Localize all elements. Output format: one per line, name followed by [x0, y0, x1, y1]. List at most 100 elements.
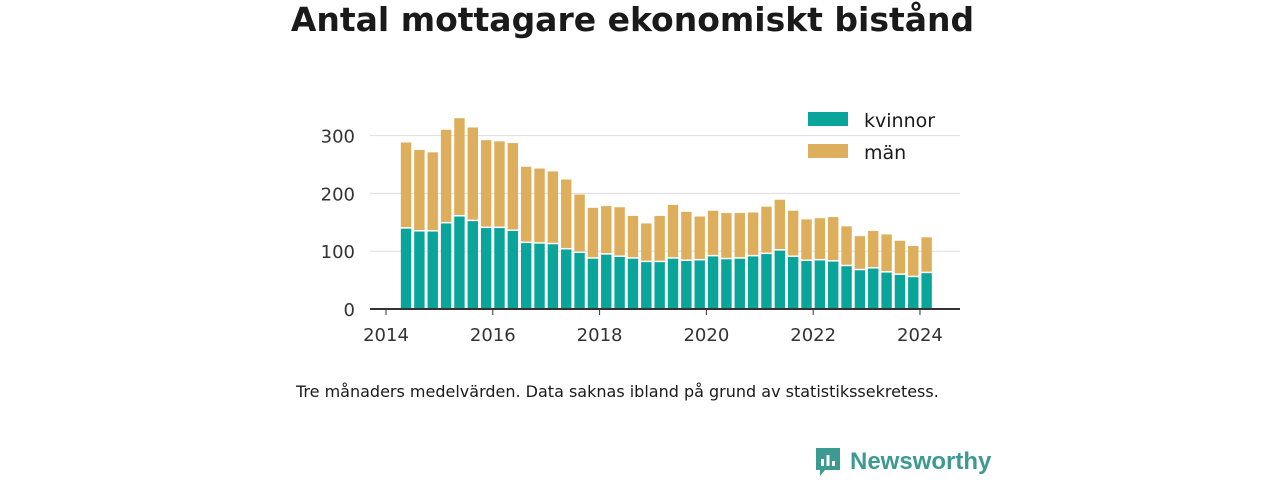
- bar-kvinnor: [534, 243, 545, 309]
- bar-man: [894, 240, 906, 274]
- bar-man: [787, 210, 799, 256]
- bar-man: [747, 212, 759, 255]
- bar-kvinnor: [921, 273, 932, 309]
- bar-kvinnor: [721, 259, 732, 309]
- bar-kvinnor: [787, 256, 799, 309]
- bar-man: [654, 215, 665, 261]
- brand-name: Newsworthy: [850, 448, 992, 475]
- bar-kvinnor: [494, 228, 505, 309]
- bar-man: [561, 179, 572, 248]
- bar-man: [707, 210, 719, 255]
- bar-kvinnor: [614, 256, 625, 309]
- bar-man: [454, 118, 465, 215]
- bar-man: [520, 166, 532, 242]
- bar-kvinnor: [520, 243, 532, 309]
- footnote: Tre månaders medelvärden. Data saknas ib…: [296, 382, 939, 401]
- bar-kvinnor: [801, 261, 812, 309]
- bar-man: [440, 129, 452, 222]
- bar-man: [721, 213, 732, 258]
- bar-kvinnor: [414, 231, 425, 309]
- x-tick-label: 2020: [683, 325, 729, 346]
- x-tick-label: 2016: [470, 325, 516, 346]
- bar-kvinnor: [440, 223, 452, 309]
- legend-swatch-kvinnor: [808, 112, 848, 126]
- bar-man: [414, 150, 425, 231]
- bar-kvinnor: [601, 254, 612, 309]
- bar-kvinnor: [681, 261, 692, 309]
- x-axis-ticks: 2014 2016 2018 2020 2022 2024: [363, 309, 943, 346]
- bar-man: [601, 206, 612, 254]
- bar-man: [427, 152, 438, 231]
- bar-man: [921, 237, 932, 272]
- bar-man: [480, 140, 492, 227]
- bar-kvinnor: [908, 277, 919, 309]
- bar-kvinnor: [868, 268, 879, 309]
- bar-man: [587, 207, 599, 258]
- x-tick-label: 2014: [363, 325, 409, 346]
- y-tick-label: 0: [344, 300, 355, 321]
- bar-kvinnor: [827, 261, 839, 309]
- bar-man: [614, 207, 625, 256]
- bar-kvinnor: [654, 262, 665, 309]
- bar-kvinnor: [814, 260, 826, 309]
- bar-kvinnor: [747, 256, 759, 309]
- bar-kvinnor: [881, 272, 892, 309]
- bar-man: [841, 226, 852, 265]
- bar-man: [827, 217, 839, 261]
- bar-kvinnor: [667, 258, 679, 309]
- y-tick-label: 100: [321, 242, 355, 263]
- bar-man: [534, 168, 545, 243]
- bars: [400, 118, 932, 310]
- bar-kvinnor: [507, 230, 519, 309]
- bar-man: [667, 204, 679, 258]
- bar-man: [400, 142, 412, 228]
- bar-man: [814, 218, 826, 259]
- bar-kvinnor: [761, 254, 772, 309]
- bar-kvinnor: [400, 228, 412, 309]
- bar-kvinnor: [841, 266, 852, 309]
- x-tick-label: 2022: [790, 325, 836, 346]
- bar-kvinnor: [587, 258, 599, 309]
- legend: kvinnor män: [808, 110, 935, 164]
- bar-man: [801, 219, 812, 260]
- bar-man: [881, 234, 892, 272]
- legend-label-man: män: [864, 142, 906, 164]
- bar-man: [574, 194, 585, 252]
- bar-man: [641, 223, 652, 261]
- bar-man: [774, 199, 785, 250]
- newsworthy-logo-icon: [816, 448, 840, 476]
- brand: Newsworthy: [814, 446, 991, 478]
- bar-man: [507, 143, 519, 230]
- legend-swatch-man: [808, 144, 848, 158]
- bar-kvinnor: [574, 252, 585, 309]
- bar-man: [681, 211, 692, 260]
- y-axis-ticks: 0 100 200 300: [321, 127, 355, 321]
- bar-kvinnor: [641, 262, 652, 309]
- bar-man: [547, 171, 559, 243]
- bar-man: [494, 141, 505, 227]
- bar-kvinnor: [627, 258, 639, 309]
- bar-man: [694, 216, 705, 259]
- bar-man: [627, 215, 639, 258]
- bar-kvinnor: [467, 221, 478, 310]
- bar-kvinnor: [480, 228, 492, 309]
- bar-man: [734, 213, 745, 258]
- x-tick-label: 2018: [577, 325, 623, 346]
- bar-man: [908, 245, 919, 276]
- bar-kvinnor: [454, 216, 465, 309]
- y-tick-label: 200: [321, 184, 355, 205]
- bar-man: [868, 230, 879, 268]
- bar-kvinnor: [694, 260, 705, 309]
- bar-kvinnor: [561, 249, 572, 309]
- x-tick-label: 2024: [897, 325, 943, 346]
- bar-man: [467, 127, 478, 220]
- y-tick-label: 300: [321, 127, 355, 148]
- bar-kvinnor: [547, 244, 559, 309]
- bar-man: [854, 236, 866, 269]
- bar-kvinnor: [734, 258, 745, 309]
- bar-kvinnor: [427, 231, 438, 309]
- bar-kvinnor: [894, 274, 906, 309]
- bar-kvinnor: [854, 270, 866, 309]
- chart-title: Antal mottagare ekonomiskt bistånd: [290, 0, 975, 39]
